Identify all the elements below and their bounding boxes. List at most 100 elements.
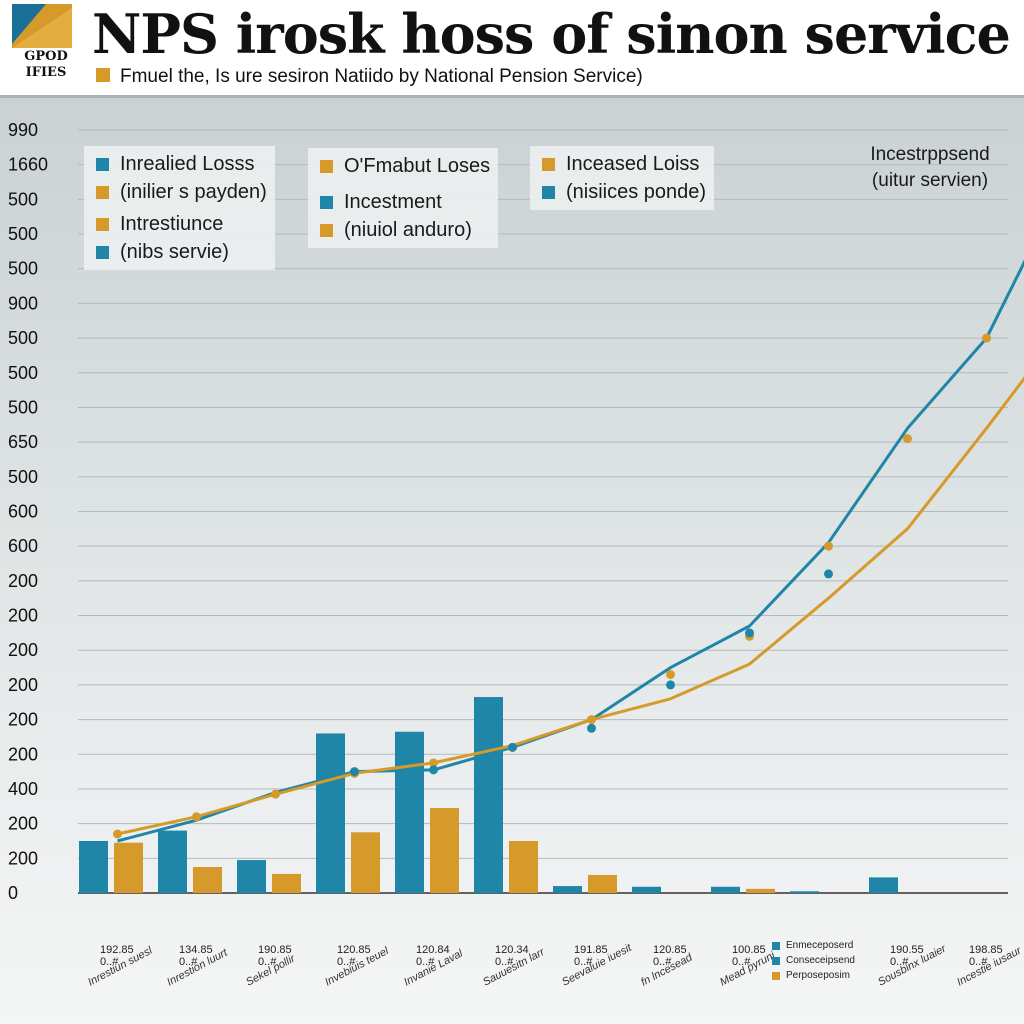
marker-gold — [271, 789, 280, 799]
legend-entry: Intrestiunce — [92, 210, 267, 238]
bar-teal — [79, 840, 108, 893]
legend-label: (niuiol anduro) — [344, 219, 472, 241]
legend-3: Inceased Loiss (nisiices ponde) — [530, 146, 715, 210]
y-tick-label: 200 — [8, 606, 38, 626]
mini-legend-label: Perposeposim — [786, 970, 850, 981]
y-tick-label: 500 — [8, 328, 38, 348]
legend-label: O'Fmabut Loses — [344, 155, 491, 177]
footnote: 192.85 0..# Inrestiun suesl — [86, 944, 164, 990]
y-tick-label: 990 — [8, 120, 38, 140]
y-tick-label: 200 — [8, 640, 38, 660]
footnote-number: 120.85 — [653, 944, 687, 956]
bar-teal — [474, 697, 503, 893]
mini-legend-entry: Perposeposim — [770, 968, 855, 983]
footnote: 198.85 0..# Incestie iusaur — [955, 944, 1024, 990]
mini-legend-label: Enmeceposerd — [786, 940, 854, 951]
footnote-sub: 0..# — [179, 956, 198, 968]
legend-swatch — [320, 196, 333, 209]
footnote-number: 191.85 — [574, 944, 608, 956]
legend-2: O'Fmabut Loses Incestment (niuiol anduro… — [308, 148, 499, 248]
legend-entry: Incestment — [316, 188, 490, 216]
footnote-sub: 0..# — [574, 956, 593, 968]
marker-gold — [666, 670, 675, 680]
y-tick-label: 500 — [8, 397, 38, 417]
bar-gold — [114, 842, 143, 893]
header: GPOD IFIES NPS irosk hoss of sinon servi… — [0, 0, 1024, 98]
footnote-number: 192.85 — [100, 944, 134, 956]
marker-gold — [903, 434, 912, 444]
marker-gold — [192, 812, 201, 822]
bar-teal — [158, 830, 187, 893]
bar-teal — [237, 860, 266, 893]
footnote-number: 198.85 — [969, 944, 1003, 956]
marker-teal — [350, 767, 359, 777]
mini-legend-swatch — [772, 957, 780, 965]
legend-swatch — [542, 186, 555, 199]
y-tick-label: 200 — [8, 848, 38, 868]
footnote: 191.85 0..# Seevaluie iuesit — [560, 944, 638, 990]
mini-legend-swatch — [772, 972, 780, 980]
footnote-number: 190.55 — [890, 944, 924, 956]
marker-teal — [429, 765, 438, 775]
logo-line-1: GPOD — [24, 49, 68, 64]
footnote-number: 120.85 — [337, 944, 371, 956]
bar-gold — [588, 874, 617, 893]
legend-swatch — [320, 160, 333, 173]
y-tick-label: 200 — [8, 744, 38, 764]
subtitle-swatch — [96, 68, 110, 82]
bar-gold — [272, 873, 301, 893]
legend-entry: Inrealied Losss — [92, 150, 267, 178]
legend-label: (inilier s payden) — [120, 181, 267, 203]
bar-teal — [711, 886, 740, 893]
footnote-sub: 0..# — [100, 956, 119, 968]
bar-teal — [869, 877, 898, 893]
bar-teal — [632, 886, 661, 893]
footnote: 134.85 0..# Inrestion luurt — [165, 944, 243, 990]
legend-entry: O'Fmabut Loses — [316, 152, 490, 180]
footnote-sub: 0..# — [732, 956, 751, 968]
footnote-number: 100.85 — [732, 944, 766, 956]
y-tick-label: 500 — [8, 224, 38, 244]
legend-entry: (nisiices ponde) — [538, 178, 706, 206]
y-tick-label: 0 — [8, 883, 18, 900]
marker-teal — [745, 628, 754, 638]
footnote-number: 190.85 — [258, 944, 292, 956]
mini-legend-entry: Enmeceposerd — [770, 938, 855, 953]
page-title: NPS irosk hoss of sinon service — [92, 2, 1011, 66]
y-tick-label: 200 — [8, 675, 38, 695]
logo-line-2: IFIES — [25, 65, 67, 80]
legend-1: Inrealied Losss (inilier s payden) Intre… — [84, 146, 275, 270]
legend-label: (nibs servie) — [120, 241, 229, 263]
bar-gold — [351, 832, 380, 893]
bar-gold — [430, 808, 459, 893]
mini-legend-swatch — [772, 942, 780, 950]
footnote: 190.55 0..# Sousbinx luaier — [876, 944, 954, 990]
footnote-sub: 0..# — [890, 956, 909, 968]
line-teal — [117, 259, 1024, 843]
annotation-line-2: (uitur servien) — [871, 170, 989, 191]
footnote-sub: 0..# — [969, 956, 988, 968]
y-tick-label: 600 — [8, 502, 38, 522]
legend-swatch — [96, 186, 109, 199]
subtitle: Fmuel the, Is ure sesiron Natiido by Nat… — [120, 66, 643, 87]
y-tick-label: 1660 — [8, 155, 48, 175]
logo: GPOD IFIES — [8, 4, 76, 80]
footnote: 190.85 0..# Sekel pollir — [244, 944, 322, 990]
legend-entry: (niuiol anduro) — [316, 216, 490, 244]
marker-teal — [824, 569, 833, 579]
marker-gold — [429, 758, 438, 768]
legend-entry: (inilier s payden) — [92, 178, 267, 206]
legend-swatch — [542, 158, 555, 171]
mini-legend: Enmeceposerd Conseceipsend Perposeposim — [770, 938, 855, 983]
footnote: 120.85 0..# Invebiuis teuel — [323, 944, 401, 990]
y-tick-label: 600 — [8, 536, 38, 556]
annotation-note: Incestrppsend (uitur servien) — [845, 142, 1015, 194]
y-tick-label: 500 — [8, 467, 38, 487]
bar-gold — [746, 888, 775, 893]
footnote-number: 134.85 — [179, 944, 213, 956]
footnote-number: 120.34 — [495, 944, 529, 956]
footnote-sub: 0..# — [337, 956, 356, 968]
logo-icon — [12, 4, 72, 48]
marker-gold — [824, 541, 833, 551]
bar-gold — [193, 866, 222, 893]
